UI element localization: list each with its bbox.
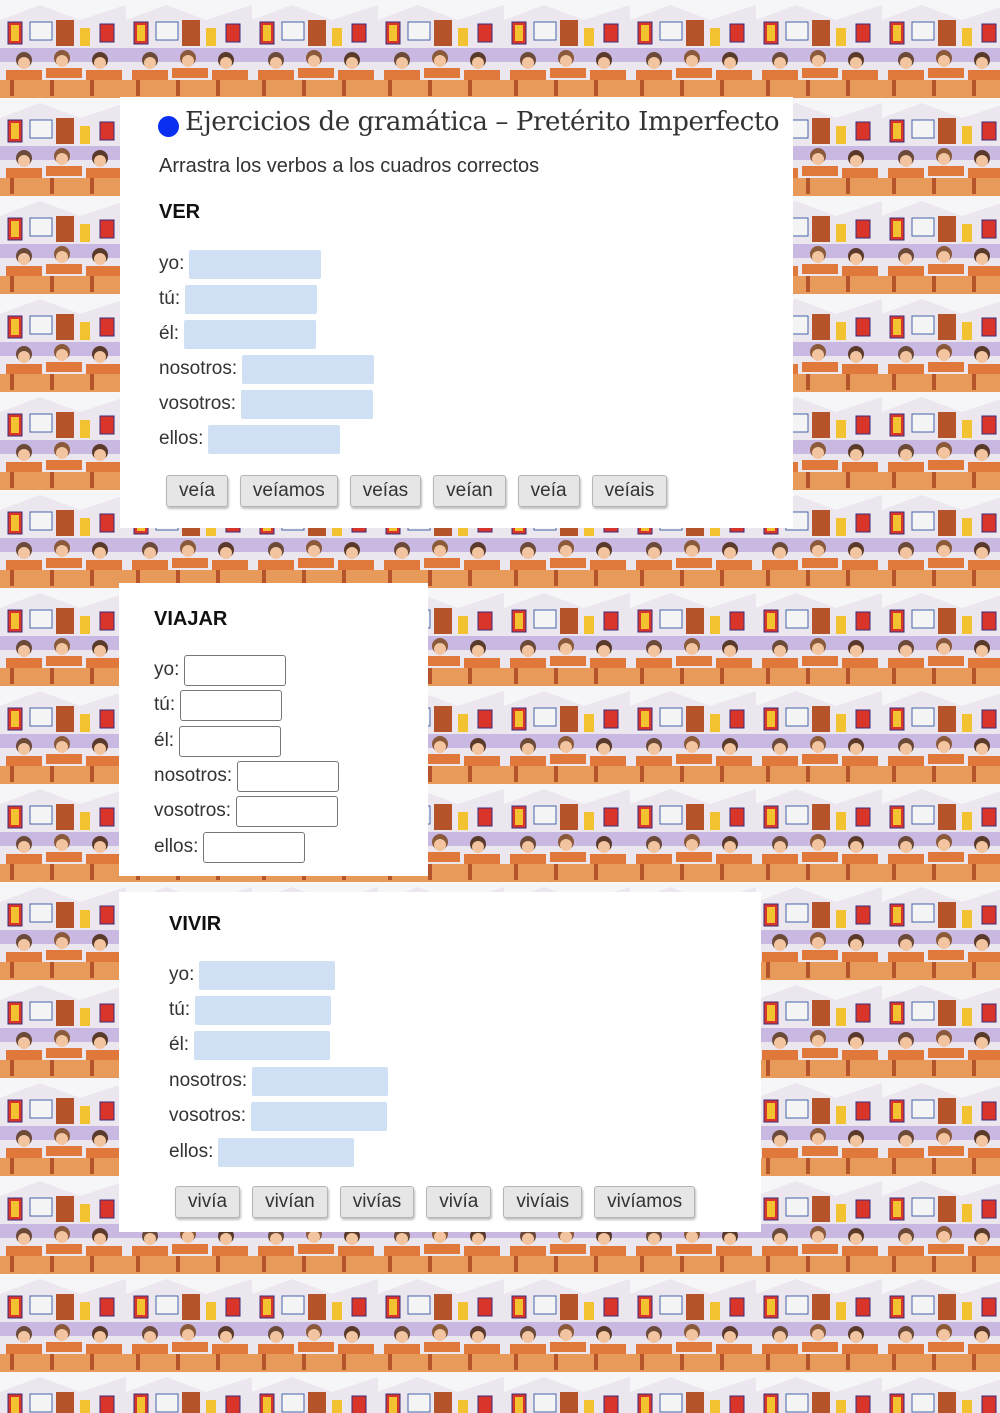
answer-row-tu: tú:	[159, 284, 318, 314]
drop-zone-yo[interactable]	[189, 249, 322, 279]
pronoun-label: nosotros:	[154, 765, 233, 786]
pronoun-label: vosotros:	[159, 393, 237, 414]
pronoun-label: él:	[159, 323, 180, 344]
verb-option-chip[interactable]: veían	[433, 475, 506, 507]
answer-row-nosotros: nosotros:	[169, 1066, 389, 1096]
pronoun-label: ellos:	[169, 1141, 214, 1162]
pronoun-label: ellos:	[159, 428, 204, 449]
exercise-panel-vivir: VIVIR yo: tú: él: nosotros: vosotros: el…	[119, 892, 761, 1232]
answer-row-vosotros: vosotros:	[154, 795, 339, 827]
verb-option-chip[interactable]: vivíamos	[594, 1186, 696, 1218]
text-input-ellos[interactable]	[203, 831, 306, 863]
answer-row-nosotros: nosotros:	[154, 760, 340, 792]
drop-zone-el[interactable]	[184, 319, 317, 349]
drop-zone-tu[interactable]	[185, 284, 318, 314]
pronoun-label: él:	[169, 1034, 190, 1055]
answer-row-ellos: ellos:	[159, 424, 341, 454]
answer-row-nosotros: nosotros:	[159, 354, 375, 384]
verb-option-bank: veía veíamos veías veían veía veíais	[166, 475, 679, 507]
answer-row-yo: yo:	[154, 654, 287, 686]
pronoun-label: tú:	[169, 999, 191, 1020]
page-title: Ejercicios de gramática – Pretérito Impe…	[185, 107, 780, 137]
text-input-nosotros[interactable]	[237, 760, 340, 792]
text-input-el[interactable]	[179, 725, 282, 757]
verb-option-chip[interactable]: vivíais	[503, 1186, 583, 1218]
verb-option-chip[interactable]: vivías	[339, 1186, 415, 1218]
verb-heading-vivir: VIVIR	[169, 913, 222, 935]
pronoun-label: ellos:	[154, 836, 199, 857]
text-input-vosotros[interactable]	[236, 795, 339, 827]
blue-dot-icon	[158, 116, 179, 137]
page-header: Ejercicios de gramática – Pretérito Impe…	[158, 107, 780, 137]
pronoun-label: yo:	[159, 253, 185, 274]
verb-option-chip[interactable]: vivía	[426, 1186, 492, 1218]
pronoun-label: tú:	[154, 694, 176, 715]
drop-zone-vosotros[interactable]	[241, 389, 374, 419]
exercise-panel-ver: Ejercicios de gramática – Pretérito Impe…	[120, 97, 793, 528]
verb-option-chip[interactable]: veíamos	[239, 475, 338, 507]
drop-zone-yo[interactable]	[199, 960, 336, 990]
answer-row-ellos: ellos:	[169, 1137, 355, 1167]
drop-zone-el[interactable]	[194, 1030, 331, 1060]
answer-row-yo: yo:	[169, 960, 336, 990]
drop-zone-nosotros[interactable]	[252, 1066, 389, 1096]
pronoun-label: tú:	[159, 288, 181, 309]
verb-heading-viajar: VIAJAR	[154, 608, 228, 630]
answer-row-ellos: ellos:	[154, 831, 306, 863]
pronoun-label: vosotros:	[154, 800, 232, 821]
answer-row-el: él:	[159, 319, 317, 349]
pronoun-label: él:	[154, 730, 175, 751]
verb-option-chip[interactable]: veía	[517, 475, 580, 507]
answer-row-vosotros: vosotros:	[159, 389, 374, 419]
drop-zone-ellos[interactable]	[218, 1137, 355, 1167]
pronoun-label: vosotros:	[169, 1105, 247, 1126]
answer-row-el: él:	[169, 1030, 331, 1060]
answer-row-yo: yo:	[159, 249, 322, 279]
verb-option-chip[interactable]: vivían	[252, 1186, 328, 1218]
answer-row-el: él:	[154, 725, 282, 757]
answer-row-tu: tú:	[154, 689, 283, 721]
text-input-yo[interactable]	[184, 654, 287, 686]
verb-option-chip[interactable]: veíais	[591, 475, 668, 507]
exercise-panel-viajar: VIAJAR yo: tú: él: nosotros: vosotros: e…	[119, 583, 428, 876]
drop-zone-ellos[interactable]	[208, 424, 341, 454]
answer-row-vosotros: vosotros:	[169, 1101, 388, 1131]
text-input-tu[interactable]	[180, 689, 283, 721]
drop-zone-tu[interactable]	[195, 995, 332, 1025]
pronoun-label: nosotros:	[159, 358, 238, 379]
verb-option-chip[interactable]: vivía	[175, 1186, 241, 1218]
pronoun-label: yo:	[154, 659, 180, 680]
verb-option-chip[interactable]: veía	[166, 475, 228, 507]
pronoun-label: nosotros:	[169, 1070, 248, 1091]
drop-zone-vosotros[interactable]	[251, 1101, 388, 1131]
answer-row-tu: tú:	[169, 995, 332, 1025]
verb-heading-ver: VER	[159, 201, 201, 223]
pronoun-label: yo:	[169, 964, 195, 985]
instruction-text: Arrastra los verbos a los cuadros correc…	[159, 155, 540, 177]
verb-option-bank: vivía vivían vivías vivía vivíais vivíam…	[175, 1186, 707, 1218]
verb-option-chip[interactable]: veías	[349, 475, 422, 507]
drop-zone-nosotros[interactable]	[242, 354, 375, 384]
